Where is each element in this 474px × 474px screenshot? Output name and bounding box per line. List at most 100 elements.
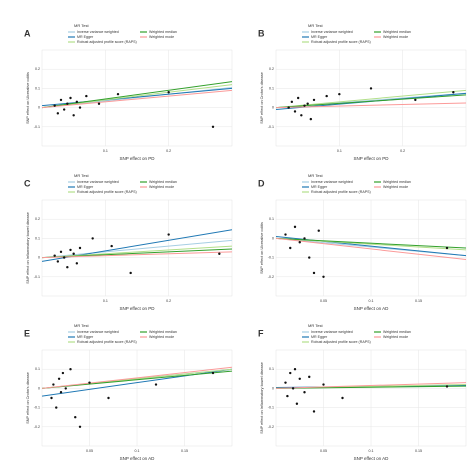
point bbox=[308, 256, 311, 259]
y-axis-label: SNP effect on Ulcerative colitis bbox=[26, 72, 30, 124]
legend-title: MR Test bbox=[308, 23, 323, 28]
panel-label: C bbox=[24, 178, 31, 188]
point bbox=[56, 112, 60, 115]
point bbox=[69, 248, 72, 252]
point bbox=[293, 225, 297, 229]
legend-label: Weighted median bbox=[383, 30, 411, 34]
point bbox=[62, 108, 66, 111]
point bbox=[298, 377, 301, 380]
panel-label: F bbox=[258, 328, 264, 338]
legend-label: Weighted mode bbox=[149, 335, 174, 339]
y-tick-label: 0.1 bbox=[35, 236, 40, 240]
point bbox=[293, 110, 297, 113]
y-tick-label: -0.1 bbox=[34, 125, 40, 129]
point bbox=[59, 98, 63, 102]
legend-label: MR Egger bbox=[77, 335, 94, 339]
point bbox=[312, 410, 316, 413]
point bbox=[107, 396, 110, 400]
y-tick-label: 0 bbox=[272, 106, 274, 110]
point bbox=[69, 96, 72, 100]
legend-label: Robust adjusted profile score (RAPS) bbox=[77, 340, 137, 344]
point bbox=[85, 94, 88, 98]
x-tick-label: 0.1 bbox=[369, 449, 374, 453]
point bbox=[69, 368, 72, 371]
point bbox=[53, 254, 56, 257]
point bbox=[303, 391, 306, 394]
x-tick-label: 0.05 bbox=[320, 449, 327, 453]
y-tick-label: 0.1 bbox=[269, 367, 274, 371]
legend-title: MR Test bbox=[308, 323, 323, 328]
fit-lines bbox=[42, 81, 232, 109]
point bbox=[75, 262, 79, 265]
point bbox=[218, 252, 221, 255]
fit-lines bbox=[276, 382, 466, 389]
y-tick-label: -0.2 bbox=[268, 425, 274, 429]
point bbox=[116, 92, 120, 96]
point bbox=[66, 266, 69, 269]
panel-label: A bbox=[24, 28, 31, 38]
legend-label: Weighted mode bbox=[149, 35, 174, 39]
y-tick-label: 0.1 bbox=[35, 367, 40, 371]
legend-label: Robust adjusted profile score (RAPS) bbox=[77, 40, 137, 44]
legend-label: MR Egger bbox=[311, 335, 328, 339]
point bbox=[369, 87, 373, 90]
legend-label: Weighted mode bbox=[383, 35, 408, 39]
y-tick-label: -0.1 bbox=[268, 256, 274, 260]
point bbox=[341, 396, 344, 400]
fit-line bbox=[42, 370, 232, 389]
x-tick-label: 0.15 bbox=[415, 449, 422, 453]
y-axis-label: SNP effect on Inflammatory bowel disease bbox=[26, 212, 30, 283]
point bbox=[445, 385, 449, 388]
y-tick-label: 0 bbox=[38, 256, 40, 260]
point bbox=[72, 252, 75, 255]
point bbox=[75, 100, 79, 104]
legend-label: Inverse variance weighted bbox=[311, 30, 353, 34]
legend-title: MR Test bbox=[74, 323, 89, 328]
fit-line bbox=[42, 251, 232, 259]
point bbox=[167, 91, 170, 94]
legend-title: MR Test bbox=[308, 173, 323, 178]
x-tick-label: 0.2 bbox=[166, 299, 171, 303]
point bbox=[322, 275, 325, 278]
legend-label: Weighted median bbox=[149, 180, 177, 184]
fit-line bbox=[42, 81, 232, 109]
legend-label: Inverse variance weighted bbox=[77, 30, 119, 34]
x-tick-label: 0.2 bbox=[166, 149, 171, 153]
point bbox=[88, 381, 91, 384]
point bbox=[303, 104, 306, 107]
point bbox=[308, 375, 311, 379]
y-tick-label: -0.2 bbox=[268, 275, 274, 279]
point bbox=[284, 233, 287, 236]
legend-label: Inverse variance weighted bbox=[311, 330, 353, 334]
fit-lines bbox=[276, 235, 466, 261]
y-axis-label: SNP effect on Ulcerative colitis bbox=[260, 222, 264, 274]
x-tick-label: 0.1 bbox=[369, 299, 374, 303]
legend-title: MR Test bbox=[74, 23, 89, 28]
legend-label: Inverse variance weighted bbox=[77, 330, 119, 334]
point bbox=[72, 114, 75, 117]
panel-label: D bbox=[258, 178, 265, 188]
point bbox=[64, 387, 67, 390]
point bbox=[56, 260, 60, 263]
point bbox=[59, 250, 63, 254]
x-axis-label: SNP effect on PD bbox=[119, 156, 155, 161]
point bbox=[306, 102, 309, 105]
fit-line bbox=[42, 366, 232, 389]
point bbox=[129, 271, 132, 275]
legend-label: Weighted median bbox=[383, 180, 411, 184]
fit-line bbox=[276, 385, 466, 389]
x-axis-label: SNP effect on AD bbox=[354, 456, 390, 461]
legend-label: Weighted median bbox=[383, 330, 411, 334]
x-tick-label: 0.1 bbox=[135, 449, 140, 453]
x-tick-label: 0.1 bbox=[337, 149, 342, 153]
point bbox=[293, 368, 297, 371]
point bbox=[290, 100, 294, 104]
point bbox=[52, 383, 55, 386]
point bbox=[291, 387, 295, 390]
legend-label: Weighted median bbox=[149, 30, 177, 34]
